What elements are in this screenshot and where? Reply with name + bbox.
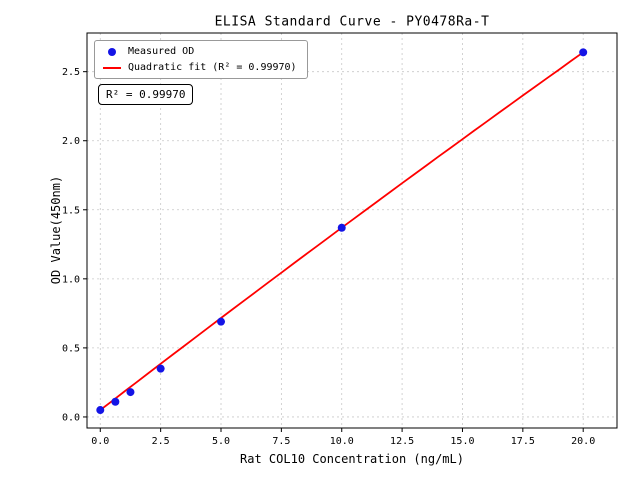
legend: Measured OD Quadratic fit (R² = 0.99970)	[94, 40, 308, 79]
y-axis-label: OD Value(450nm)	[49, 175, 63, 285]
y-tick-label: 2.0	[62, 136, 80, 147]
data-point	[126, 388, 135, 397]
x-tick-label: 5.0	[212, 436, 230, 447]
data-point	[217, 317, 226, 326]
axes-frame	[86, 32, 618, 429]
x-tick-label: 20.0	[571, 436, 595, 447]
scatter-marker-icon	[108, 47, 116, 56]
y-tick-label: 1.0	[62, 274, 80, 285]
x-axis-label: Rat COL10 Concentration (ng/mL)	[240, 452, 464, 466]
x-tick-label: 0.0	[91, 436, 109, 447]
y-tick-label: 0.5	[62, 343, 80, 354]
x-tick-label: 17.5	[511, 436, 535, 447]
data-point	[111, 397, 120, 406]
legend-entry-measured-od: Measured OD	[103, 46, 297, 57]
x-tick-label: 7.5	[272, 436, 290, 447]
legend-label-measured-od: Measured OD	[128, 46, 195, 57]
r-squared-annotation: R² = 0.99970	[98, 84, 194, 105]
x-tick-label: 12.5	[390, 436, 414, 447]
chart-title: ELISA Standard Curve - PY0478Ra-T	[214, 14, 490, 30]
y-tick-label: 2.5	[62, 67, 80, 78]
data-point	[96, 406, 105, 415]
x-tick-label: 10.0	[330, 436, 354, 447]
line-marker-icon	[103, 66, 121, 69]
data-point	[156, 364, 165, 373]
legend-entry-quadratic-fit: Quadratic fit (R² = 0.99970)	[103, 62, 297, 73]
legend-label-quadratic-fit: Quadratic fit (R² = 0.99970)	[128, 62, 297, 73]
x-tick-label: 2.5	[152, 436, 170, 447]
data-point	[579, 48, 588, 57]
y-tick-label: 1.5	[62, 205, 80, 216]
x-tick-label: 15.0	[450, 436, 474, 447]
y-tick-label: 0.0	[62, 412, 80, 423]
data-point	[337, 223, 346, 232]
